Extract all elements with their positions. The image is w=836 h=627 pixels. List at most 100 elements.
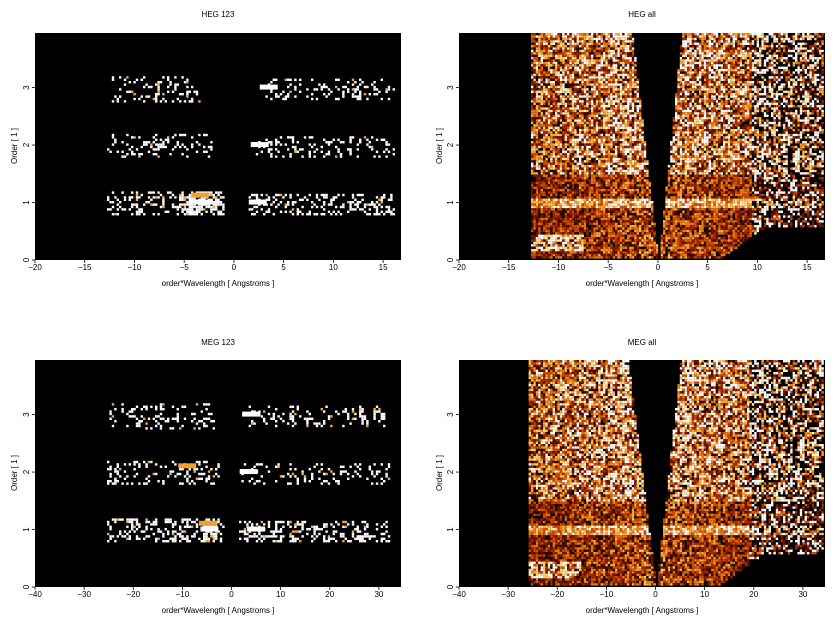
heatmap-cell [607, 88, 611, 91]
heatmap-cell [631, 69, 635, 72]
heatmap-cell [624, 181, 627, 185]
heatmap-cell [622, 220, 625, 223]
heatmap-cell [627, 109, 630, 113]
heatmap-cell [296, 141, 299, 144]
heatmap-cell [219, 191, 223, 194]
heatmap-cell [576, 145, 579, 149]
heatmap-cell [605, 131, 608, 134]
heatmap-cell [555, 193, 558, 197]
heatmap-cell [598, 90, 601, 93]
heatmap-cell [552, 105, 555, 108]
heatmap-cell [555, 59, 558, 62]
heatmap-cell [557, 42, 560, 45]
heatmap-cell [586, 42, 589, 45]
heatmap-cell [564, 232, 567, 235]
heatmap-cell [631, 109, 635, 113]
heatmap-cell [176, 83, 179, 86]
heatmap-cell [540, 198, 543, 201]
heatmap-cell [617, 61, 620, 65]
heatmap-cell [588, 45, 591, 48]
heatmap-cell [552, 40, 555, 43]
heatmap-cell [576, 54, 579, 57]
heatmap-cell [188, 213, 191, 216]
heatmap-cell [593, 193, 596, 197]
heatmap-cell [315, 88, 319, 91]
heatmap-cell [600, 232, 603, 235]
heatmap-cell [557, 102, 560, 105]
heatmap-cell [569, 95, 572, 98]
heatmap-cell [579, 181, 582, 185]
heatmap-cell [588, 155, 591, 158]
heatmap-cell [629, 73, 632, 77]
heatmap-cell [639, 124, 642, 127]
heatmap-cell [629, 237, 632, 240]
heatmap-cell [543, 177, 546, 180]
heatmap-cell [631, 47, 635, 50]
heatmap-cell [639, 177, 642, 180]
heatmap-cell [631, 54, 635, 57]
heatmap-cell [619, 57, 623, 60]
heatmap-cell [646, 198, 649, 201]
heatmap-cell [538, 191, 541, 194]
heatmap-cell [593, 76, 596, 79]
heatmap-cell [605, 88, 608, 91]
heatmap-cell [540, 143, 543, 146]
heatmap-cell [167, 78, 170, 81]
heatmap-cell [571, 54, 575, 57]
heatmap-cell [574, 165, 577, 168]
heatmap-cell [586, 237, 589, 240]
heatmap-cell [562, 174, 565, 177]
heatmap-cell [605, 35, 608, 38]
heatmap-cell [612, 109, 615, 113]
heatmap-cell [571, 215, 575, 218]
heatmap-cell [567, 40, 570, 43]
heatmap-cell [574, 57, 577, 60]
heatmap-cell [576, 69, 579, 72]
heatmap-cell [583, 160, 587, 163]
heatmap-cell [622, 57, 625, 60]
heatmap-cell [636, 93, 639, 96]
heatmap-cell [617, 177, 620, 180]
heatmap-cell [629, 186, 632, 189]
heatmap-cell [222, 196, 225, 199]
heatmap-cell [571, 88, 575, 91]
heatmap-cell [557, 155, 560, 158]
heatmap-cell [581, 251, 584, 254]
heatmap-cell [538, 64, 541, 67]
heatmap-cell [538, 210, 541, 213]
heatmap-cell [555, 229, 558, 233]
heatmap-cell [562, 64, 565, 67]
heatmap-cell [579, 174, 582, 177]
heatmap-cell [562, 193, 565, 197]
heatmap-cell [610, 153, 613, 156]
heatmap-cell [351, 88, 355, 91]
heatmap-cell [531, 246, 534, 249]
heatmap-cell [627, 145, 630, 149]
heatmap-cell [323, 155, 326, 158]
heatmap-cell [595, 241, 599, 245]
heatmap-cell [562, 133, 565, 137]
heatmap-cell [610, 143, 613, 146]
heatmap-cell [595, 76, 599, 79]
heatmap-cell [547, 131, 551, 134]
heatmap-cell [547, 181, 551, 185]
heatmap-cell [547, 191, 551, 194]
heatmap-cell [583, 49, 587, 53]
heatmap-cell [552, 83, 555, 86]
heatmap-cell [619, 256, 623, 259]
heatmap-cell [615, 119, 618, 122]
heatmap-cell [535, 210, 539, 213]
heatmap-cell [651, 203, 654, 206]
heatmap-cell [164, 138, 167, 141]
heatmap-cell [535, 225, 539, 228]
heatmap-cell [543, 184, 546, 187]
heatmap-cell [631, 249, 635, 252]
heatmap-cell [610, 85, 613, 89]
heatmap-cell [639, 249, 642, 252]
heatmap-cell [550, 241, 553, 245]
heatmap-cell [595, 246, 599, 249]
heatmap-cell [579, 205, 582, 209]
heatmap-cell [593, 244, 596, 247]
heatmap-cell [595, 85, 599, 89]
heatmap-cell [272, 201, 275, 204]
